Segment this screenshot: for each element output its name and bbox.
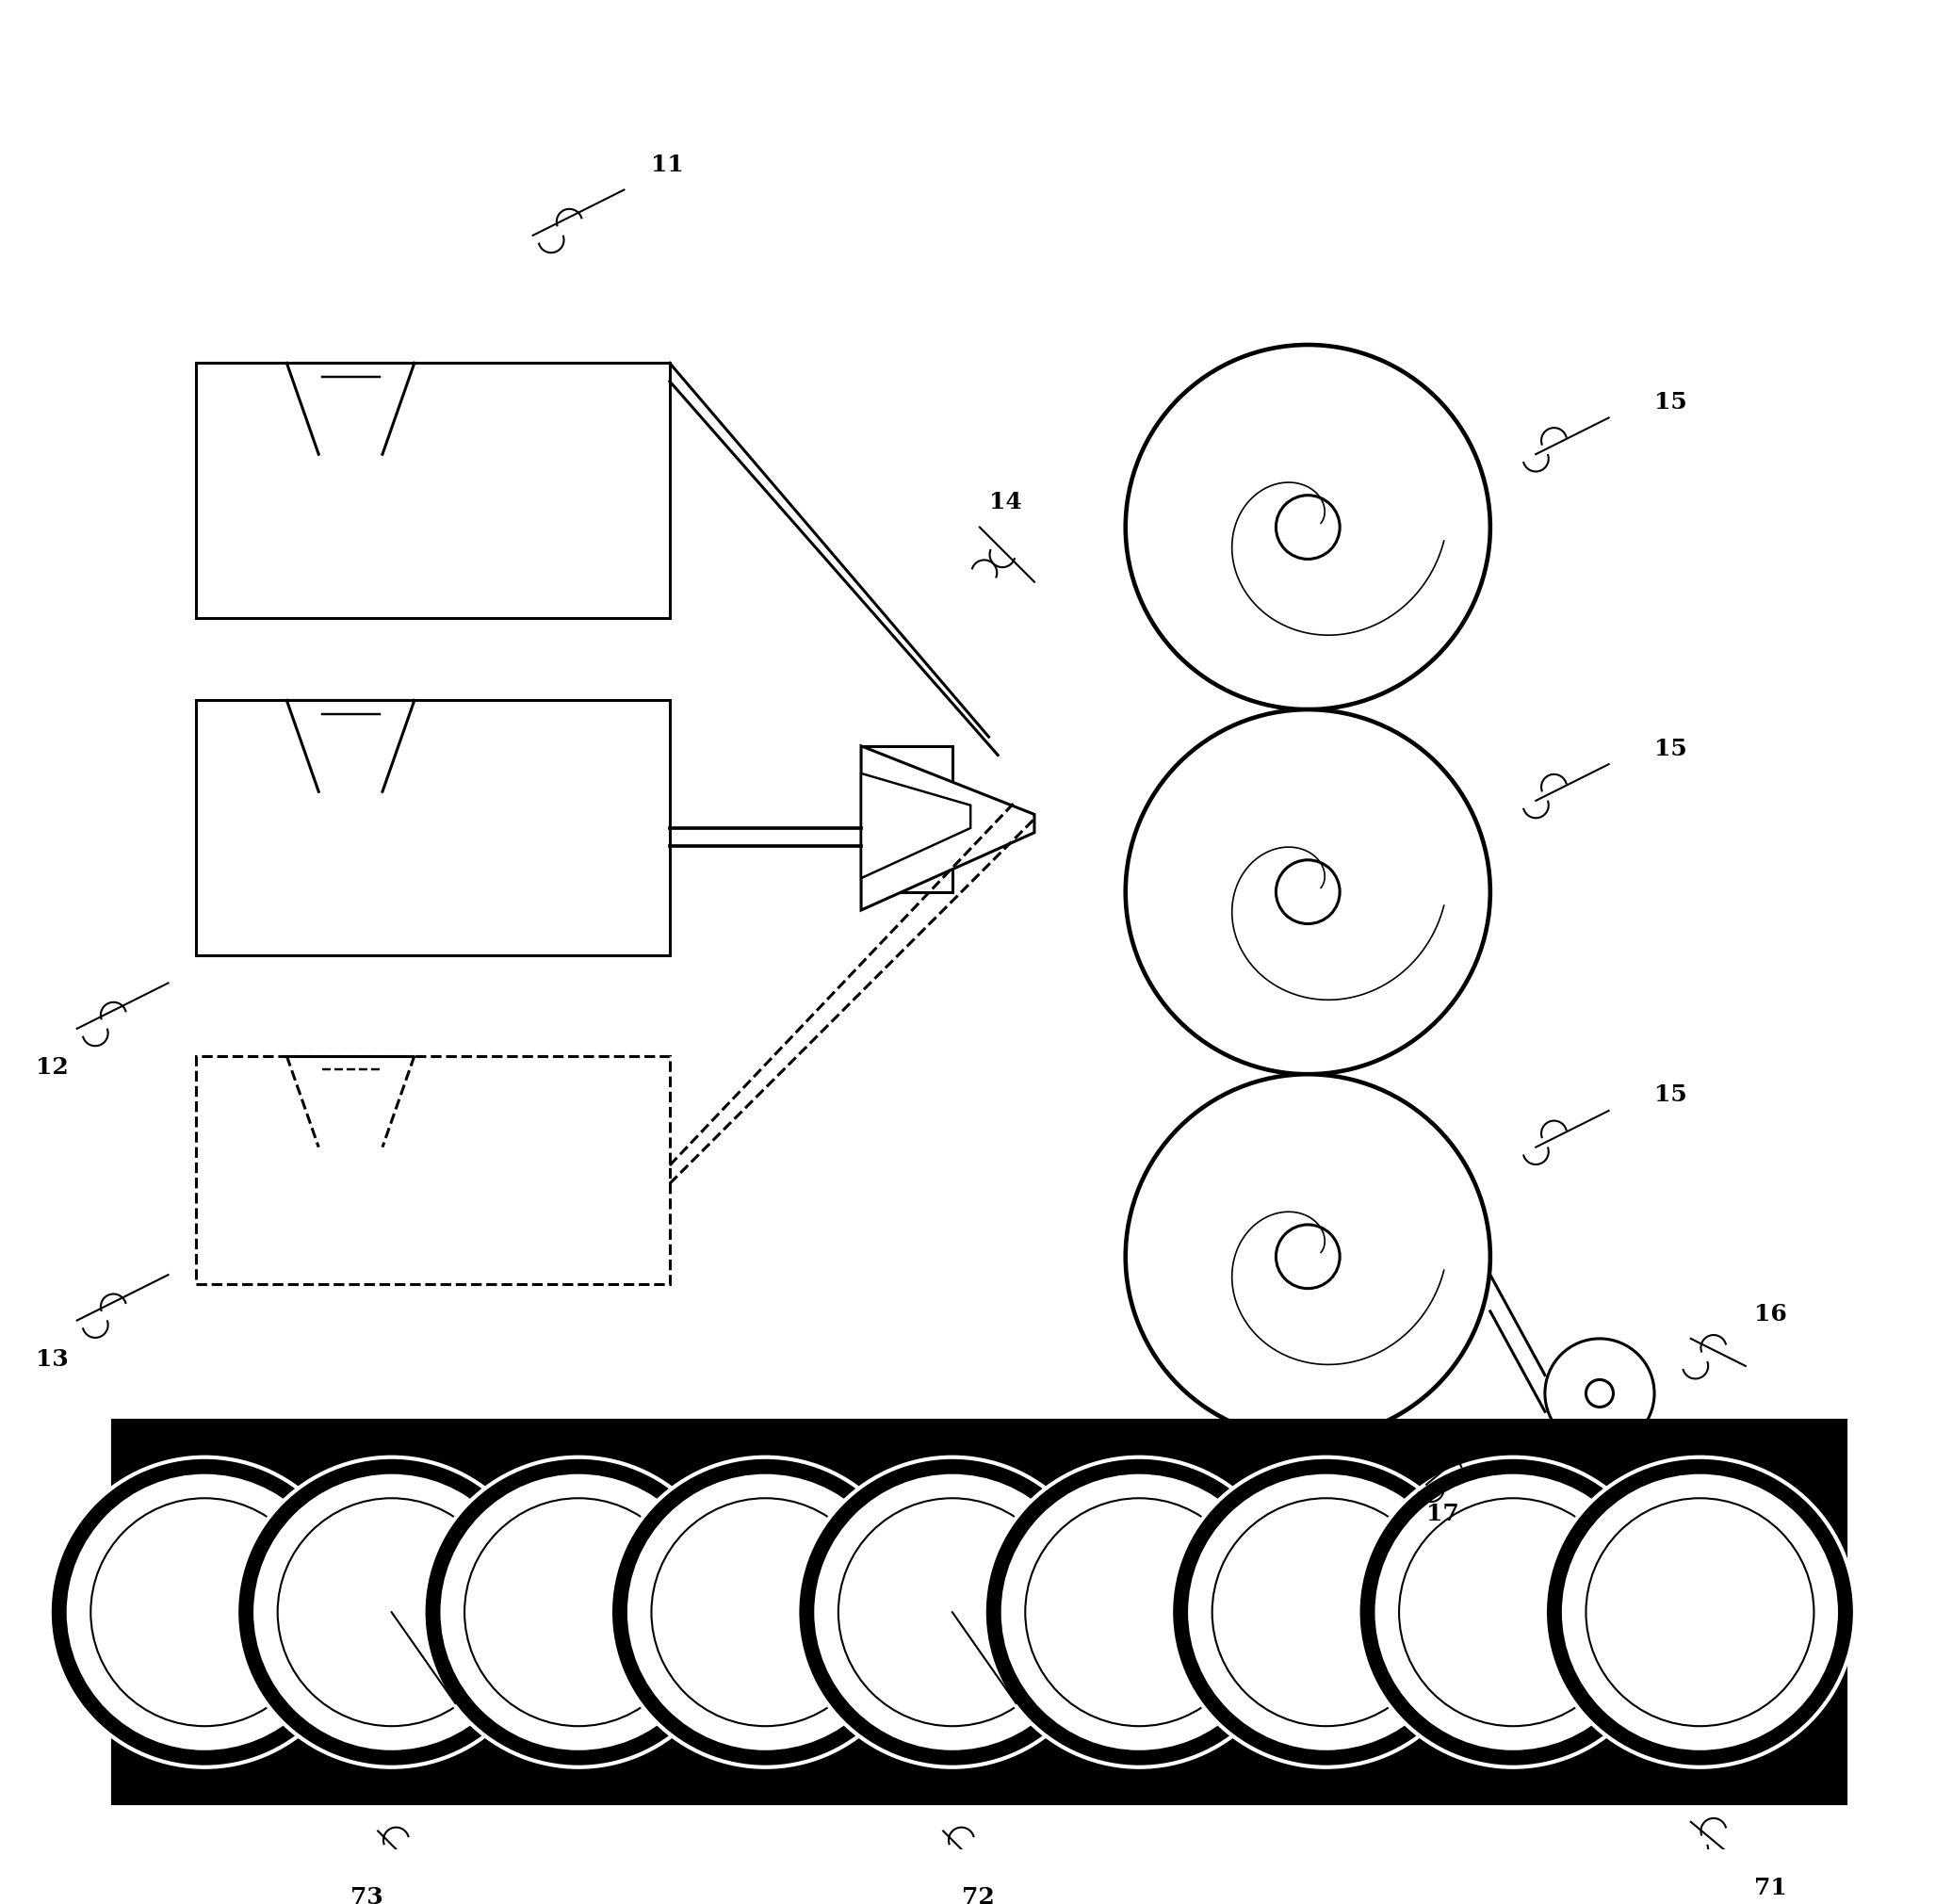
Bar	[195, 701, 670, 956]
Circle shape	[1171, 1457, 1482, 1767]
Text: 17: 17	[1427, 1502, 1460, 1525]
Circle shape	[1003, 1476, 1277, 1750]
Circle shape	[1126, 710, 1489, 1074]
Bar	[113, 1420, 1847, 1803]
Circle shape	[1126, 345, 1489, 710]
Circle shape	[984, 1457, 1294, 1767]
Text: 15: 15	[1655, 1083, 1687, 1106]
Circle shape	[1126, 1074, 1489, 1439]
Circle shape	[837, 1498, 1066, 1727]
Circle shape	[441, 1476, 714, 1750]
Circle shape	[90, 1498, 318, 1727]
Circle shape	[1025, 1498, 1253, 1727]
Circle shape	[465, 1498, 693, 1727]
Circle shape	[796, 1457, 1107, 1767]
Circle shape	[1564, 1476, 1837, 1750]
Text: 11: 11	[652, 154, 683, 177]
Circle shape	[629, 1476, 902, 1750]
Circle shape	[1400, 1498, 1626, 1727]
Circle shape	[1189, 1476, 1462, 1750]
Polygon shape	[861, 773, 970, 878]
Polygon shape	[861, 746, 1035, 910]
Circle shape	[277, 1498, 506, 1727]
Circle shape	[236, 1457, 547, 1767]
Circle shape	[1585, 1380, 1612, 1407]
Circle shape	[1359, 1457, 1669, 1767]
Text: 13: 13	[35, 1348, 68, 1371]
Circle shape	[611, 1457, 921, 1767]
Circle shape	[256, 1476, 529, 1750]
Circle shape	[652, 1498, 878, 1727]
Text: 71: 71	[1755, 1877, 1788, 1900]
Bar	[861, 746, 953, 891]
Circle shape	[1376, 1476, 1649, 1750]
Circle shape	[1277, 1224, 1339, 1289]
Circle shape	[1585, 1498, 1813, 1727]
Bar	[195, 364, 670, 619]
Circle shape	[1544, 1457, 1854, 1767]
Text: 72: 72	[962, 1887, 994, 1904]
Text: 15: 15	[1655, 390, 1687, 413]
Circle shape	[424, 1457, 734, 1767]
Circle shape	[1544, 1339, 1655, 1449]
Text: 16: 16	[1755, 1302, 1788, 1325]
Text: 12: 12	[35, 1057, 68, 1080]
Circle shape	[68, 1476, 342, 1750]
Circle shape	[816, 1476, 1089, 1750]
Circle shape	[1277, 861, 1339, 923]
Circle shape	[1277, 495, 1339, 560]
Text: 73: 73	[351, 1887, 383, 1904]
Circle shape	[49, 1457, 359, 1767]
Circle shape	[1212, 1498, 1441, 1727]
Text: 14: 14	[990, 491, 1021, 514]
Bar	[195, 1057, 670, 1283]
Text: 15: 15	[1655, 737, 1687, 760]
